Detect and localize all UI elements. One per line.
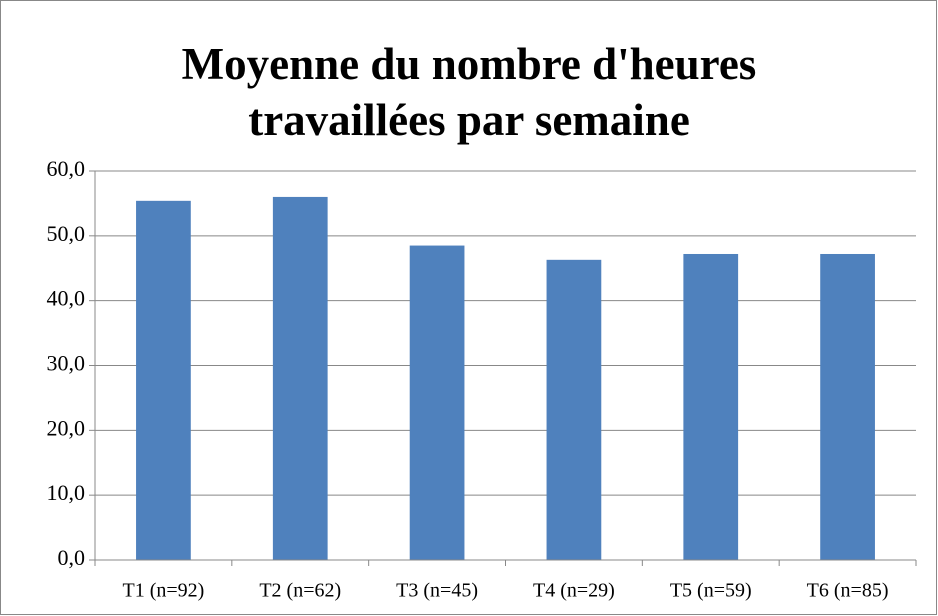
x-tick-label: T5 (n=59): [670, 580, 752, 602]
y-tick-label: 40,0: [47, 286, 86, 311]
y-tick-label: 0,0: [58, 545, 86, 570]
bar: [683, 253, 739, 560]
bar: [272, 196, 328, 560]
y-tick-label: 30,0: [47, 351, 86, 376]
bar: [136, 200, 191, 560]
bar: [546, 259, 602, 560]
bar: [409, 245, 465, 560]
y-tick-label: 50,0: [47, 221, 86, 246]
x-tick-label: T6 (n=85): [807, 580, 889, 602]
bar: [820, 253, 875, 560]
x-tick-label: T2 (n=62): [259, 580, 341, 602]
y-tick-label: 10,0: [47, 480, 86, 505]
y-tick-label: 60,0: [47, 156, 86, 181]
chart-title: Moyenne du nombre d'heures travaillées p…: [181, 39, 757, 145]
y-tick-label: 20,0: [47, 415, 86, 440]
x-tick-label: T4 (n=29): [533, 580, 615, 602]
x-tick-label: T3 (n=45): [396, 580, 478, 602]
x-tick-label: T1 (n=92): [123, 580, 205, 602]
